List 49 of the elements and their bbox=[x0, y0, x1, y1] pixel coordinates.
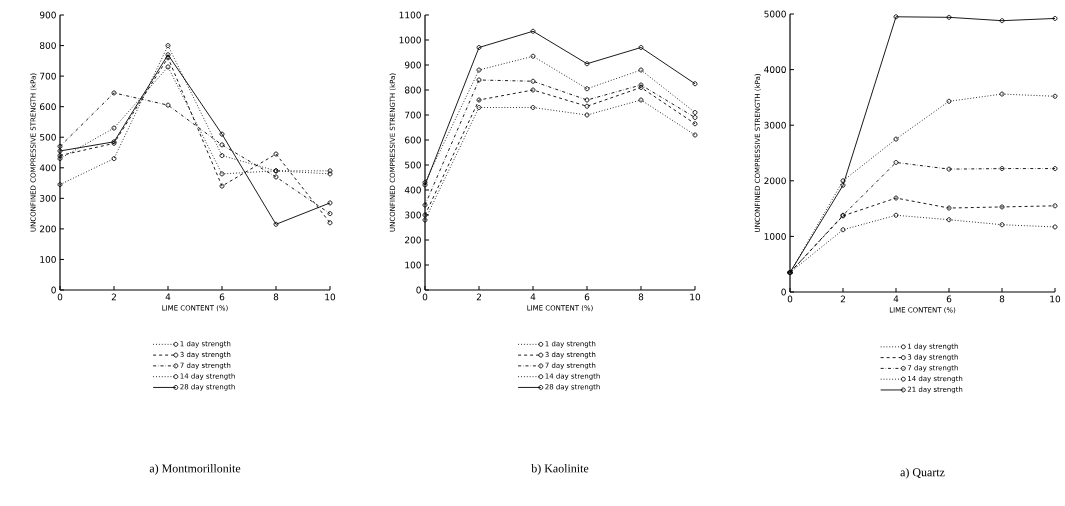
y-tick-label: 300 bbox=[405, 211, 421, 219]
y-tick-label: 0 bbox=[416, 286, 421, 294]
y-tick-label: 800 bbox=[39, 42, 56, 49]
y-tick-label: 1000 bbox=[764, 233, 786, 240]
text: a) Montmorillonite bbox=[149, 464, 241, 475]
y-tick-label: 700 bbox=[405, 111, 421, 119]
text: b) Kaolinite bbox=[531, 464, 589, 475]
x-tick-label: 8 bbox=[273, 293, 279, 301]
y-tick-label: 200 bbox=[405, 236, 421, 244]
x-tick-label: 4 bbox=[893, 295, 899, 303]
x-tick-label: 2 bbox=[840, 295, 845, 303]
y-tick-label: 200 bbox=[40, 225, 56, 233]
y-tick-label: 900 bbox=[404, 61, 421, 69]
x-tick-label: 8 bbox=[999, 295, 1005, 303]
y-tick-label: 5000 bbox=[764, 10, 786, 18]
x-tick-label: 0 bbox=[422, 293, 428, 301]
x-tick-label: 0 bbox=[57, 293, 63, 301]
y-tick-label: 900 bbox=[39, 11, 56, 19]
y-tick-label: 800 bbox=[404, 86, 421, 94]
x-tick-label: 10 bbox=[690, 293, 701, 301]
y-tick-label: 100 bbox=[405, 261, 421, 269]
y-tick-label: 0 bbox=[51, 286, 56, 294]
y-tick-label: 3000 bbox=[764, 121, 786, 129]
y-tick-label: 1000 bbox=[399, 36, 421, 44]
y-tick-label: 1100 bbox=[399, 11, 421, 19]
y-tick-label: 4000 bbox=[764, 66, 786, 73]
x-tick-label: 6 bbox=[219, 293, 225, 301]
x-tick-label: 6 bbox=[946, 295, 952, 303]
y-tick-label: 500 bbox=[405, 161, 421, 169]
x-tick-label: 10 bbox=[1050, 295, 1061, 303]
y-tick-label: 400 bbox=[39, 164, 56, 172]
x-tick-label: 2 bbox=[111, 293, 116, 301]
x-tick-label: 10 bbox=[325, 293, 336, 301]
y-tick-label: 0 bbox=[781, 288, 786, 296]
y-tick-label: 400 bbox=[404, 186, 421, 194]
y-tick-label: 500 bbox=[40, 133, 56, 141]
y-tick-label: 700 bbox=[40, 72, 56, 80]
y-tick-label: 100 bbox=[40, 256, 56, 263]
y-tick-label: 600 bbox=[405, 136, 421, 144]
y-tick-label: 2000 bbox=[764, 177, 786, 185]
y-tick-label: 300 bbox=[40, 194, 56, 202]
x-tick-label: 2 bbox=[476, 293, 481, 301]
x-tick-label: 0 bbox=[787, 295, 793, 303]
y-tick-label: 600 bbox=[39, 103, 56, 111]
text: a) Quartz bbox=[900, 467, 945, 479]
x-tick-label: 4 bbox=[530, 293, 536, 301]
x-tick-label: 6 bbox=[584, 293, 590, 301]
x-tick-label: 4 bbox=[165, 293, 171, 301]
x-tick-label: 8 bbox=[638, 293, 644, 301]
